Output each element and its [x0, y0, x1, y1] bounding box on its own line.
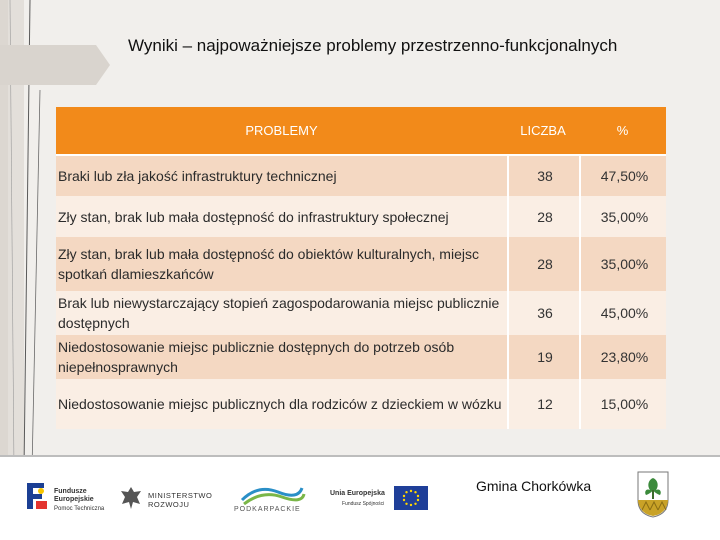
eu-flag-icon: [394, 486, 428, 510]
row-problem: Zły stan, brak lub mała dostępność do in…: [58, 208, 449, 225]
ue-logo-line1: Unia Europejska: [330, 490, 385, 497]
header-problem: PROBLEMY: [245, 123, 318, 138]
left-decorative-strip: [0, 0, 8, 540]
header-count: LICZBA: [520, 123, 566, 138]
min-logo-line1: MINISTERSTWO: [148, 491, 213, 500]
row-percent: 35,00%: [579, 196, 668, 237]
row-percent: 47,50%: [579, 156, 668, 196]
table-header-row: PROBLEMY LICZBA %: [56, 107, 666, 156]
table-row: Zły stan, brak lub mała dostępność do in…: [56, 196, 666, 237]
row-count: 12: [507, 379, 581, 429]
row-count: 28: [507, 196, 581, 237]
row-problem: Niedostosowanie miejsc publicznie dostęp…: [58, 339, 455, 375]
row-count: 19: [507, 335, 581, 379]
row-percent: 35,00%: [579, 237, 668, 291]
gmina-name: Gmina Chorkówka: [476, 478, 592, 494]
footer-divider: [0, 455, 720, 457]
row-problem: Zły stan, brak lub mała dostępność do ob…: [58, 246, 479, 282]
table-row: Zły stan, brak lub mała dostępność do ob…: [56, 237, 666, 291]
row-problem: Niedostosowanie miejsc publicznych dla r…: [58, 396, 502, 412]
header-percent: %: [616, 123, 629, 138]
table-row: Braki lub zła jakość infrastruktury tech…: [56, 156, 666, 196]
page-title: Wyniki – najpoważniejsze problemy przest…: [128, 36, 618, 55]
row-percent: 23,80%: [579, 335, 668, 379]
podkarpackie-logo-icon: [240, 487, 306, 506]
table-row: Brak lub niewystarczający stopień zagosp…: [56, 291, 666, 335]
row-problem: Brak lub niewystarczający stopień zagosp…: [58, 295, 500, 331]
table-row: Niedostosowanie miejsc publicznych dla r…: [56, 379, 666, 429]
podkarpackie-logo-text: PODKARPACKIE: [234, 506, 301, 513]
min-logo-line2: ROZWOJU: [148, 500, 190, 509]
row-count: 38: [507, 156, 581, 196]
title-tab-shape: [0, 45, 110, 85]
fe-logo-line1: Fundusze: [54, 488, 87, 495]
ue-logo-line2: Fundusz Spójności: [342, 501, 385, 507]
table-row: Niedostosowanie miejsc publicznie dostęp…: [56, 335, 666, 379]
coat-of-arms-icon: [637, 471, 669, 518]
fe-logo-line3: Pomoc Techniczna: [54, 506, 105, 512]
fundusze-europejskie-logo-icon: [24, 480, 50, 512]
footer-logo-bar: [0, 455, 720, 540]
eagle-emblem-icon: [121, 487, 141, 509]
row-count: 28: [507, 237, 581, 291]
row-count: 36: [507, 291, 581, 335]
row-percent: 15,00%: [579, 379, 668, 429]
row-problem: Braki lub zła jakość infrastruktury tech…: [58, 168, 337, 184]
fe-logo-line2: Europejskie: [54, 496, 94, 503]
row-percent: 45,00%: [579, 291, 668, 335]
